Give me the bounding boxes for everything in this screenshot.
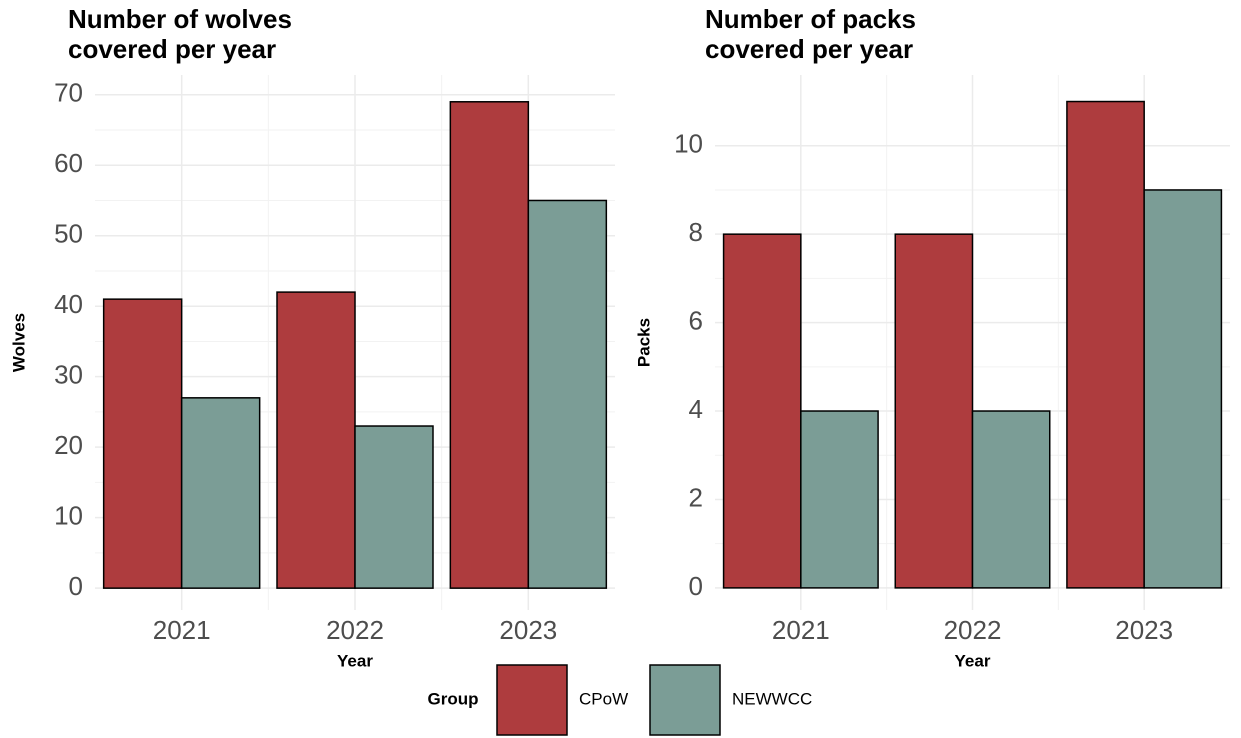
x-tick-label: 2022 <box>326 615 384 645</box>
bar <box>894 233 974 589</box>
y-tick-label: 30 <box>54 360 83 390</box>
bar <box>971 410 1051 589</box>
legend-title: Group <box>428 689 479 708</box>
x-axis-label: Year <box>955 651 991 670</box>
legend-label: NEWWCC <box>732 689 812 708</box>
y-tick-label: 10 <box>54 501 83 531</box>
y-tick-label: 4 <box>689 394 703 424</box>
legend-swatch <box>496 664 568 736</box>
y-tick-label: 8 <box>689 217 703 247</box>
legend-swatch <box>649 664 721 736</box>
y-tick-label: 0 <box>689 571 703 601</box>
y-tick-label: 0 <box>69 571 83 601</box>
y-tick-label: 50 <box>54 219 83 249</box>
y-tick-label: 6 <box>689 305 703 335</box>
x-tick-label: 2021 <box>153 615 211 645</box>
bar <box>276 291 356 589</box>
bar <box>354 425 434 589</box>
y-tick-label: 20 <box>54 430 83 460</box>
y-axis-label: Packs <box>634 318 653 367</box>
y-axis-label: Wolves <box>9 313 28 372</box>
bar <box>722 233 802 589</box>
x-tick-label: 2022 <box>944 615 1002 645</box>
y-tick-label: 70 <box>54 78 83 108</box>
bar <box>449 101 530 589</box>
legend-label: CPoW <box>579 689 628 708</box>
x-tick-label: 2021 <box>772 615 830 645</box>
chart-title: Number of wolves covered per year <box>68 4 292 64</box>
bar <box>1143 189 1223 589</box>
bar <box>180 397 261 589</box>
bar <box>102 298 183 589</box>
y-tick-label: 2 <box>689 482 703 512</box>
bar <box>527 199 608 589</box>
y-tick-label: 60 <box>54 148 83 178</box>
x-axis-label: Year <box>337 651 373 670</box>
y-tick-label: 10 <box>674 129 703 159</box>
y-tick-label: 40 <box>54 289 83 319</box>
x-tick-label: 2023 <box>499 615 557 645</box>
x-tick-label: 2023 <box>1115 615 1173 645</box>
bar <box>800 410 879 589</box>
bar <box>1066 100 1145 589</box>
chart-title: Number of packs covered per year <box>705 4 916 64</box>
